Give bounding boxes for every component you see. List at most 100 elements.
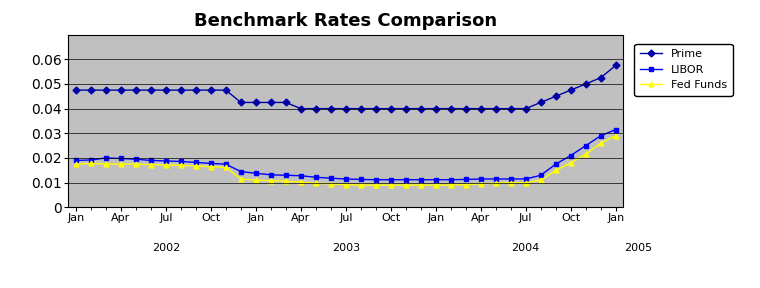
Fed Funds — [477, 182, 486, 186]
LIBOR — [131, 158, 141, 161]
Fed Funds — [147, 163, 156, 166]
LIBOR — [252, 172, 261, 175]
Fed Funds — [581, 153, 591, 156]
Fed Funds — [71, 162, 81, 166]
LIBOR — [147, 159, 156, 162]
Prime — [416, 107, 426, 110]
Fed Funds — [341, 183, 350, 186]
Prime — [101, 88, 110, 92]
Prime — [87, 88, 96, 92]
LIBOR — [371, 178, 380, 181]
Fed Funds — [431, 183, 440, 187]
LIBOR — [236, 170, 245, 173]
Prime — [176, 88, 185, 92]
Prime — [446, 107, 455, 110]
LIBOR — [581, 144, 591, 147]
Fed Funds — [611, 134, 620, 137]
Text: 2004: 2004 — [511, 243, 540, 253]
Fed Funds — [386, 183, 395, 187]
Line: Prime: Prime — [74, 63, 618, 111]
LIBOR — [611, 128, 620, 131]
Fed Funds — [192, 164, 201, 168]
Prime — [326, 107, 335, 110]
Prime — [147, 88, 156, 92]
Fed Funds — [491, 181, 500, 185]
LIBOR — [206, 162, 215, 165]
Line: Fed Funds: Fed Funds — [74, 133, 618, 187]
Prime — [252, 101, 261, 104]
Fed Funds — [416, 183, 426, 187]
LIBOR — [566, 154, 575, 157]
LIBOR — [506, 177, 515, 181]
Prime — [281, 101, 290, 104]
Prime — [266, 101, 275, 104]
Prime — [236, 101, 245, 104]
Fed Funds — [236, 177, 245, 181]
LIBOR — [596, 134, 605, 137]
LIBOR — [101, 156, 110, 160]
LIBOR — [416, 178, 426, 181]
Fed Funds — [281, 179, 290, 183]
Prime — [296, 107, 306, 110]
LIBOR — [386, 178, 395, 181]
Line: LIBOR: LIBOR — [74, 127, 618, 182]
Fed Funds — [131, 162, 141, 166]
Fed Funds — [101, 162, 110, 166]
Prime — [386, 107, 395, 110]
Fed Funds — [221, 166, 230, 169]
Fed Funds — [356, 183, 366, 187]
Fed Funds — [161, 163, 170, 167]
Fed Funds — [312, 181, 321, 185]
Text: 2002: 2002 — [152, 243, 180, 253]
Fed Funds — [116, 162, 125, 166]
Text: 2003: 2003 — [331, 243, 360, 253]
Prime — [536, 101, 545, 104]
LIBOR — [161, 159, 170, 163]
Legend: Prime, LIBOR, Fed Funds: Prime, LIBOR, Fed Funds — [635, 43, 733, 96]
Prime — [131, 88, 141, 92]
Fed Funds — [206, 165, 215, 168]
Prime — [206, 88, 215, 92]
Fed Funds — [551, 168, 560, 172]
Title: Benchmark Rates Comparison: Benchmark Rates Comparison — [195, 12, 497, 30]
Prime — [401, 107, 410, 110]
Prime — [566, 88, 575, 92]
LIBOR — [536, 174, 545, 177]
LIBOR — [326, 177, 335, 180]
Fed Funds — [596, 141, 605, 145]
LIBOR — [87, 158, 96, 162]
Fed Funds — [521, 181, 530, 184]
Fed Funds — [266, 179, 275, 182]
Prime — [192, 88, 201, 92]
Fed Funds — [252, 179, 261, 182]
LIBOR — [551, 162, 560, 166]
LIBOR — [296, 174, 306, 177]
Prime — [356, 107, 366, 110]
LIBOR — [266, 173, 275, 177]
Prime — [581, 82, 591, 86]
LIBOR — [431, 178, 440, 181]
LIBOR — [401, 178, 410, 181]
Prime — [521, 107, 530, 110]
Fed Funds — [371, 183, 380, 187]
Fed Funds — [326, 182, 335, 186]
LIBOR — [192, 161, 201, 164]
Prime — [71, 88, 81, 92]
LIBOR — [491, 177, 500, 181]
Prime — [431, 107, 440, 110]
Prime — [221, 88, 230, 92]
LIBOR — [477, 177, 486, 181]
Fed Funds — [87, 162, 96, 165]
LIBOR — [312, 175, 321, 179]
LIBOR — [176, 160, 185, 163]
Fed Funds — [461, 183, 470, 186]
LIBOR — [356, 178, 366, 181]
Prime — [491, 107, 500, 110]
Prime — [461, 107, 470, 110]
Prime — [371, 107, 380, 110]
Prime — [341, 107, 350, 110]
LIBOR — [521, 177, 530, 181]
Prime — [506, 107, 515, 110]
Fed Funds — [536, 179, 545, 182]
Prime — [477, 107, 486, 110]
